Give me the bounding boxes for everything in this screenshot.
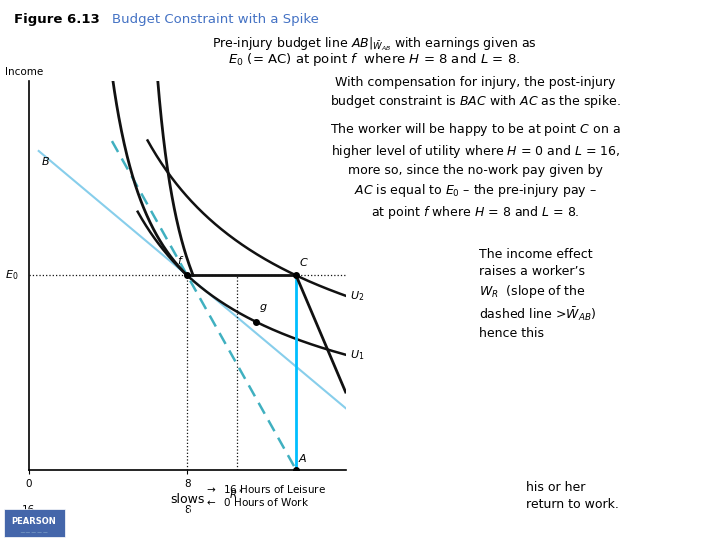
Text: The income effect
raises a worker’s
$W_R$  (slope of the
dashed line >$\bar{W}_{: The income effect raises a worker’s $W_R…: [479, 248, 596, 340]
Text: The worker will be happy to be at point $C$ on a
higher level of utility where $: The worker will be happy to be at point …: [330, 122, 621, 221]
Text: PEARSON: PEARSON: [12, 517, 56, 526]
Text: 16: 16: [22, 505, 35, 515]
Text: $U_1$: $U_1$: [349, 348, 364, 362]
Text: $C$: $C$: [299, 255, 309, 268]
Text: ~~~~~: ~~~~~: [19, 530, 48, 536]
Text: Copyright ©2015 by Pearson Education, Inc.
All rights reserved.: Copyright ©2015 by Pearson Education, In…: [518, 508, 706, 529]
Text: $f$: $f$: [177, 254, 184, 266]
Text: $B$: $B$: [40, 155, 50, 167]
Text: $E_0$: $E_0$: [6, 268, 19, 282]
Text: $\leftarrow$  0 Hours of Work: $\leftarrow$ 0 Hours of Work: [204, 496, 310, 508]
Text: Budget Constraint with a Spike: Budget Constraint with a Spike: [112, 14, 318, 26]
Text: Modern Labor Economics: Theory and Public Policy, Twelfth Edition
Ronald G. Ehre: Modern Labor Economics: Theory and Publi…: [76, 508, 356, 529]
Text: $A$: $A$: [298, 452, 307, 464]
Text: $E_0$ (= AC) at point $f$  where $H$ = 8 and $L$ = 8.: $E_0$ (= AC) at point $f$ where $H$ = 8 …: [228, 51, 521, 68]
Text: Pre-injury budget line $AB|_{\bar{W}_{AB}}$ with earnings given as: Pre-injury budget line $AB|_{\bar{W}_{AB…: [212, 35, 537, 53]
Text: his or her
return to work.: his or her return to work.: [526, 481, 618, 511]
Text: $R^*$: $R^*$: [229, 487, 244, 501]
Text: With compensation for injury, the post-injury
budget constraint is $BAC$ with $A: With compensation for injury, the post-i…: [330, 76, 621, 110]
FancyBboxPatch shape: [4, 509, 65, 537]
Text: $g$: $g$: [259, 302, 268, 314]
Text: slows: slows: [170, 493, 204, 506]
Text: Income: Income: [5, 67, 43, 77]
Text: Figure 6.13: Figure 6.13: [14, 14, 100, 26]
Text: 8: 8: [184, 505, 191, 515]
Text: $U_2$: $U_2$: [349, 289, 364, 302]
Text: $\rightarrow$  16 Hours of Leisure: $\rightarrow$ 16 Hours of Leisure: [204, 483, 326, 495]
